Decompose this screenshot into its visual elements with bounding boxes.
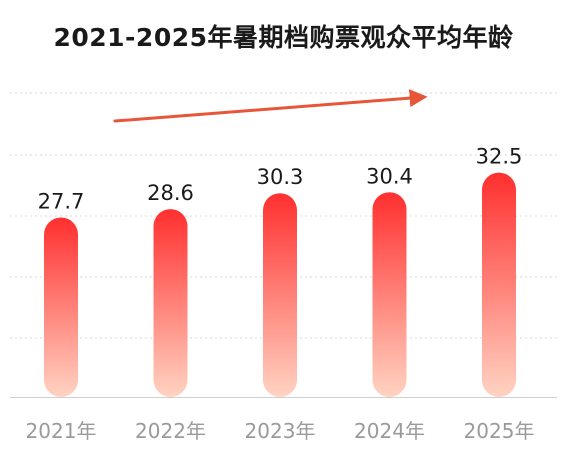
data-label: 32.5	[476, 145, 523, 169]
bars	[44, 172, 516, 397]
bar	[44, 217, 78, 397]
trend-arrow-group	[113, 89, 428, 123]
grid-lines	[10, 92, 557, 339]
chart-title: 2021-2025年暑期档购票观众平均年龄	[53, 23, 514, 52]
bar	[372, 192, 407, 397]
x-tick-label: 2025年	[464, 419, 535, 443]
x-tick-label: 2021年	[26, 419, 97, 443]
data-label: 30.4	[366, 164, 413, 188]
value-labels: 27.7 28.6 30.3 30.4 32.5	[38, 145, 523, 214]
data-label: 30.3	[257, 165, 304, 189]
data-label: 27.7	[38, 190, 85, 214]
x-axis: 2021年 2022年 2023年 2024年 2025年	[10, 397, 557, 443]
x-tick-label: 2022年	[135, 419, 206, 443]
bar	[263, 193, 297, 397]
trend-arrow	[113, 89, 428, 123]
x-tick-label: 2023年	[245, 419, 316, 443]
x-tick-label: 2024年	[354, 419, 425, 443]
bar	[482, 172, 516, 397]
bar	[153, 209, 188, 397]
data-label: 28.6	[147, 181, 194, 205]
